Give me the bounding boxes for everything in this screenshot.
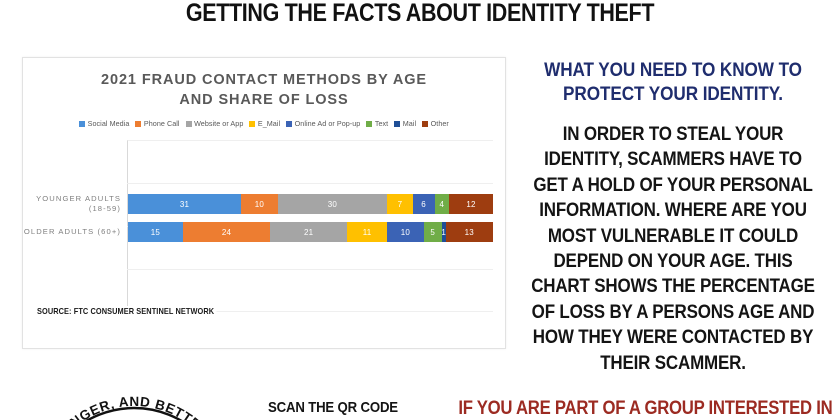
legend-swatch-icon xyxy=(185,120,192,127)
legend-swatch-icon xyxy=(394,120,401,127)
group-interest-text: IF YOU ARE PART OF A GROUP INTERESTED IN xyxy=(458,398,833,419)
legend-item: Other xyxy=(422,119,449,128)
svg-text:SAFER, STRONGER, AND BETTER TO: SAFER, STRONGER, AND BETTER TOGETHER xyxy=(18,368,238,420)
category-label-line: (18-59) xyxy=(88,203,121,213)
gridline xyxy=(127,269,493,270)
bar-segment: 1 xyxy=(441,222,446,242)
right-column: WHAT YOU NEED TO KNOW TO PROTECT YOUR ID… xyxy=(510,58,836,376)
legend-swatch-icon xyxy=(366,120,373,127)
legend-item: Social Media xyxy=(79,119,129,128)
safe-badge-logo: SAFER, STRONGER, AND BETTER TOGETHER SAF… xyxy=(18,368,250,420)
chart-plot-area: YOUNGER ADULTS (18-59) OLDER ADULTS (60+) … xyxy=(24,140,493,312)
bar-segment: 6 xyxy=(412,194,435,214)
legend-item-label: Other xyxy=(430,119,449,128)
gridline xyxy=(127,183,493,184)
legend-swatch-icon xyxy=(249,120,256,127)
category-label: YOUNGER ADULTS (18-59) xyxy=(21,194,121,213)
chart-title-line1: 2021 FRAUD CONTACT METHODS BY AGE xyxy=(101,72,427,88)
legend-item-label: Mail xyxy=(402,119,417,128)
legend-swatch-icon xyxy=(79,120,86,127)
legend-item-label: Text xyxy=(374,119,389,128)
category-label-line: YOUNGER ADULTS xyxy=(36,194,121,203)
legend-item: E_Mail xyxy=(249,119,280,128)
legend-item: Phone Call xyxy=(135,119,180,128)
chart-title-line2: AND SHARE OF LOSS xyxy=(179,92,349,108)
legend-item-label: Website or App xyxy=(194,119,244,128)
chart-title: 2021 FRAUD CONTACT METHODS BY AGE AND SH… xyxy=(23,71,505,110)
bar-segment: 10 xyxy=(241,194,278,214)
right-column-body: IN ORDER TO STEAL YOUR IDENTITY, SCAMMER… xyxy=(531,123,815,374)
legend-swatch-icon xyxy=(422,120,429,127)
bar-segment: 5 xyxy=(423,222,442,242)
page-title: GETTING THE FACTS ABOUT IDENTITY THEFT xyxy=(185,0,655,27)
legend-item: Text xyxy=(366,119,388,128)
legend-item-label: E_Mail xyxy=(257,119,281,128)
right-column-heading: WHAT YOU NEED TO KNOW TO PROTECT YOUR ID… xyxy=(544,59,802,105)
scan-qr-text: SCAN THE QR CODE xyxy=(268,399,398,416)
bar-segment: 12 xyxy=(449,194,493,214)
legend-item-label: Phone Call xyxy=(143,119,180,128)
table-row: 15 24 21 11 10 5 1 13 xyxy=(128,222,493,242)
bar-segment: 11 xyxy=(346,222,388,242)
legend-item: Website or App xyxy=(185,119,244,128)
bar-segment: 15 xyxy=(128,222,183,242)
bar-segment: 10 xyxy=(387,222,424,242)
bar-segment: 13 xyxy=(445,222,493,242)
table-row: 31 10 30 7 6 4 12 xyxy=(128,194,493,214)
bar-segment: 24 xyxy=(182,222,271,242)
category-label-line: OLDER ADULTS (60+) xyxy=(23,227,121,236)
chart-source: SOURCE: FTC CONSUMER SENTINEL NETWORK xyxy=(37,306,217,316)
badge-arc-svg: SAFER, STRONGER, AND BETTER TOGETHER xyxy=(18,368,238,420)
legend-item-label: Social Media xyxy=(87,119,130,128)
legend-item: Mail xyxy=(394,119,416,128)
legend-swatch-icon xyxy=(135,120,142,127)
gridline xyxy=(127,311,493,312)
legend-item-label: Online Ad or Pop-up xyxy=(294,119,361,128)
category-label: OLDER ADULTS (60+) xyxy=(21,227,121,237)
chart-card: 2021 FRAUD CONTACT METHODS BY AGE AND SH… xyxy=(22,57,506,349)
category-axis-labels: YOUNGER ADULTS (18-59) OLDER ADULTS (60+) xyxy=(23,140,123,312)
bar-segment: 31 xyxy=(128,194,242,214)
legend-swatch-icon xyxy=(286,120,293,127)
legend-item: Online Ad or Pop-up xyxy=(286,119,360,128)
bar-segment: 21 xyxy=(270,222,347,242)
bar-segment: 4 xyxy=(434,194,450,214)
chart-legend: Social Media Phone Call Website or App E_Ma… xyxy=(23,119,505,128)
bar-segment: 7 xyxy=(387,194,413,214)
bar-segment: 30 xyxy=(277,194,388,214)
